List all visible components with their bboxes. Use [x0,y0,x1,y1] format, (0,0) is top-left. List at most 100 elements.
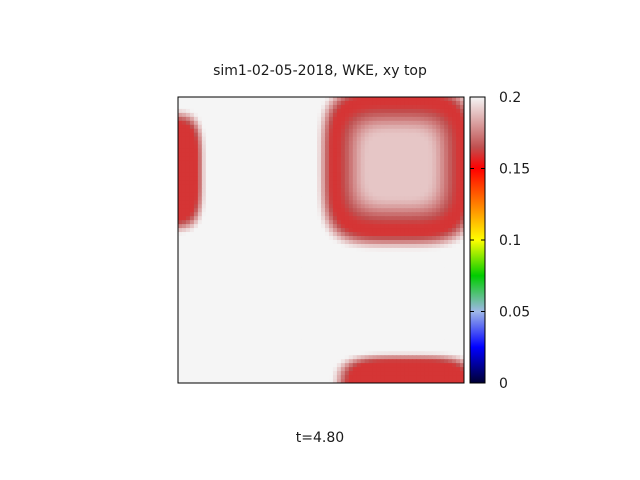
heatmap-cell [181,164,187,170]
heatmap-cell [185,259,191,265]
heatmap-cell [356,164,362,170]
heatmap-cell [217,128,223,134]
heatmap-cell [257,160,263,166]
heatmap-cell [209,287,215,293]
heatmap-cell [348,255,354,261]
heatmap-cell [412,263,417,269]
heatmap-cell [324,160,330,166]
heatmap-cell [332,120,338,126]
heatmap-cell [305,196,310,201]
heatmap-cell [213,144,219,150]
heatmap-cell [261,116,266,122]
heatmap-cell [213,319,219,325]
heatmap-cell [348,184,354,189]
heatmap-cell [324,303,330,309]
heatmap-cell [253,359,259,364]
heatmap-cell [221,355,227,360]
heatmap-cell [185,283,191,289]
heatmap-cell [344,243,350,249]
heatmap-cell [321,323,326,328]
heatmap-cell [293,339,298,344]
heatmap-cell [404,247,409,253]
heatmap-cell [269,275,274,281]
heatmap-cell [420,164,425,170]
heatmap-cell [336,299,342,305]
heatmap-cell [424,323,429,328]
heatmap-cell [205,255,211,261]
heatmap-cell [229,120,235,126]
heatmap-cell [201,136,207,142]
heatmap-cell [277,359,282,364]
heatmap-cell [444,367,449,372]
heatmap-cell [452,180,457,185]
heatmap-cell [356,255,362,261]
heatmap-cell [241,120,247,126]
heatmap-cell [273,251,278,257]
heatmap-cell [181,128,187,134]
heatmap-cell [257,355,263,360]
heatmap-cell [400,243,406,249]
heatmap-cell [340,287,346,293]
heatmap-cell [317,283,322,289]
heatmap-cell [408,232,413,237]
heatmap-cell [273,176,278,182]
heatmap-cell [412,200,417,205]
heatmap-cell [340,291,346,297]
heatmap-cell [293,204,298,209]
heatmap-cell [404,204,409,209]
heatmap-cell [416,184,421,189]
heatmap-cell [364,112,370,118]
heatmap-cell [253,136,259,142]
heatmap-cell [293,251,298,257]
heatmap-cell [340,220,346,225]
heatmap-cell [452,291,457,297]
heatmap-cell [372,247,378,253]
heatmap-cell [456,196,461,201]
heatmap-cell [289,263,294,269]
heatmap-cell [432,192,437,197]
heatmap-cell [225,196,231,201]
heatmap-cell [340,351,346,356]
heatmap-cell [356,220,362,225]
heatmap-cell [245,255,251,261]
heatmap-cell [229,287,235,293]
heatmap-cell [396,315,402,321]
heatmap-cell [364,327,370,332]
heatmap-cell [189,371,195,376]
heatmap-cell [404,363,409,368]
heatmap-cell [221,204,227,209]
heatmap-cell [178,172,183,178]
heatmap-cell [404,176,409,182]
heatmap-cell [348,148,354,154]
heatmap-cell [348,100,354,106]
heatmap-cell [352,335,358,340]
heatmap-cell [277,132,282,138]
heatmap-cell [185,236,191,241]
heatmap-cell [233,180,239,185]
heatmap-cell [229,283,235,289]
heatmap-cell [261,97,266,102]
heatmap-cell [201,311,207,317]
heatmap-cell [321,295,326,301]
heatmap-cell [380,168,386,174]
heatmap-cell [217,307,223,313]
heatmap-cell [392,188,398,193]
heatmap-cell [253,255,259,261]
heatmap-cell [368,160,374,166]
heatmap-cell [225,180,231,185]
heatmap-cell [328,240,334,245]
heatmap-cell [281,108,286,114]
heatmap-cell [313,156,318,162]
heatmap-cell [221,359,227,364]
heatmap-cell [324,283,330,289]
heatmap-cell [348,351,354,356]
heatmap-cell [301,363,306,368]
heatmap-cell [241,359,247,364]
heatmap-cell [356,192,362,197]
heatmap-cell [185,140,191,146]
heatmap-cell [388,172,394,178]
heatmap-cell [201,267,207,273]
heatmap-cell [352,204,358,209]
heatmap-cell [181,275,187,281]
heatmap-cell [420,172,425,178]
